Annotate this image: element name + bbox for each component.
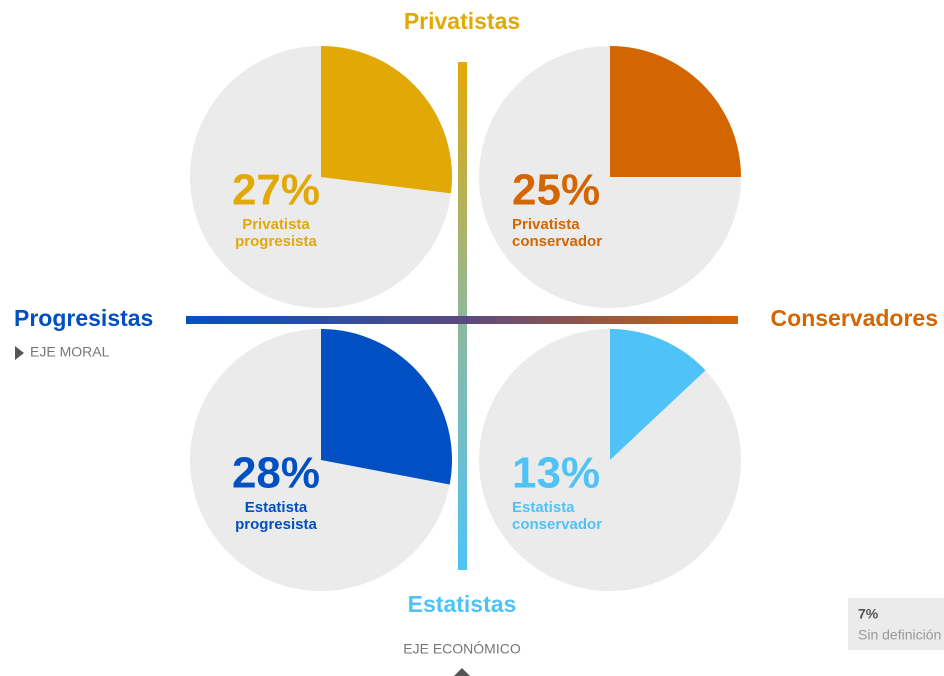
pie-label: conservador: [512, 233, 602, 250]
pie-label: conservador: [512, 516, 602, 533]
undefined-value: 7%: [858, 606, 879, 622]
undefined-label: Sin definición: [858, 627, 941, 643]
pie-label: Estatista: [245, 499, 308, 516]
pie-value-label: 25%: [512, 166, 600, 215]
moral-axis-label: EJE MORAL: [30, 344, 110, 360]
pie-value-label: 27%: [232, 166, 320, 215]
pie-label: Estatista: [512, 499, 575, 516]
horizontal-axis: [186, 316, 738, 324]
pie-value-label: 28%: [232, 449, 320, 498]
moral-arrow: [15, 346, 24, 360]
axis-bottom-label: Estatistas: [408, 591, 517, 617]
pie-label: progresista: [235, 516, 317, 533]
pies: 27%Privatistaprogresista25%Privatistacon…: [190, 46, 741, 591]
axis-top-label: Privatistas: [404, 8, 520, 34]
pie-label: progresista: [235, 233, 317, 250]
axis-left-label: Progresistas: [14, 305, 153, 331]
pie-slice: [321, 329, 452, 485]
pie-slice: [321, 46, 453, 194]
axis-right-label: Conservadores: [771, 305, 938, 331]
undefined-box: [848, 598, 944, 650]
economic-arrow: [454, 668, 470, 676]
pie-value-label: 13%: [512, 449, 600, 498]
pie-label: Privatista: [242, 216, 310, 233]
economic-axis-label: EJE ECONÓMICO: [403, 641, 521, 657]
pie-slice: [610, 46, 741, 177]
pie-label: Privatista: [512, 216, 580, 233]
pie-slice: [610, 329, 706, 460]
